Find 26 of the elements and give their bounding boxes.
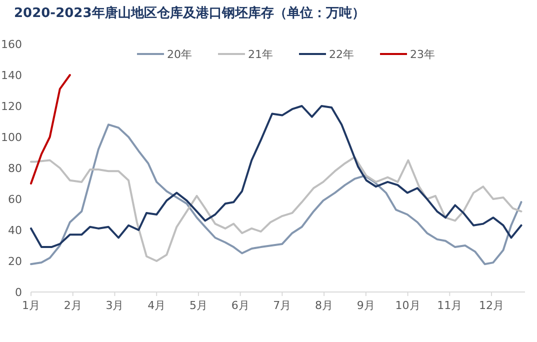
x-tick-label: 9月 [356,299,375,312]
legend-label: 22年 [329,48,354,61]
x-tick-label: 10月 [395,299,420,312]
x-tick-label: 3月 [106,299,124,312]
x-tick-label: 11月 [437,299,462,312]
legend-label: 23年 [410,48,435,61]
y-tick-label: 120 [1,100,22,113]
y-tick-label: 60 [8,193,22,206]
legend-label: 20年 [167,48,192,61]
title: 2020-2023年唐山地区仓库及港口钢坯库存（单位：万吨） [14,6,365,21]
x-tick-label: 7月 [273,299,292,312]
y-tick-label: 160 [1,38,22,51]
y-tick-label: 20 [8,255,22,268]
x-tick-label: 8月 [315,299,334,312]
x-tick-label: 2月 [64,299,82,312]
x-tick-label: 4月 [148,299,166,312]
x-tick-label: 6月 [231,299,250,312]
y-tick-label: 40 [8,224,22,237]
x-tick-label: 1月 [22,299,40,312]
y-tick-label: 80 [8,162,22,175]
y-tick-label: 0 [15,286,22,299]
x-tick-label: 5月 [189,299,208,312]
x-tick-label: 12月 [479,299,504,312]
legend-label: 21年 [248,48,273,61]
y-tick-label: 100 [1,131,22,144]
y-tick-label: 140 [1,69,22,82]
